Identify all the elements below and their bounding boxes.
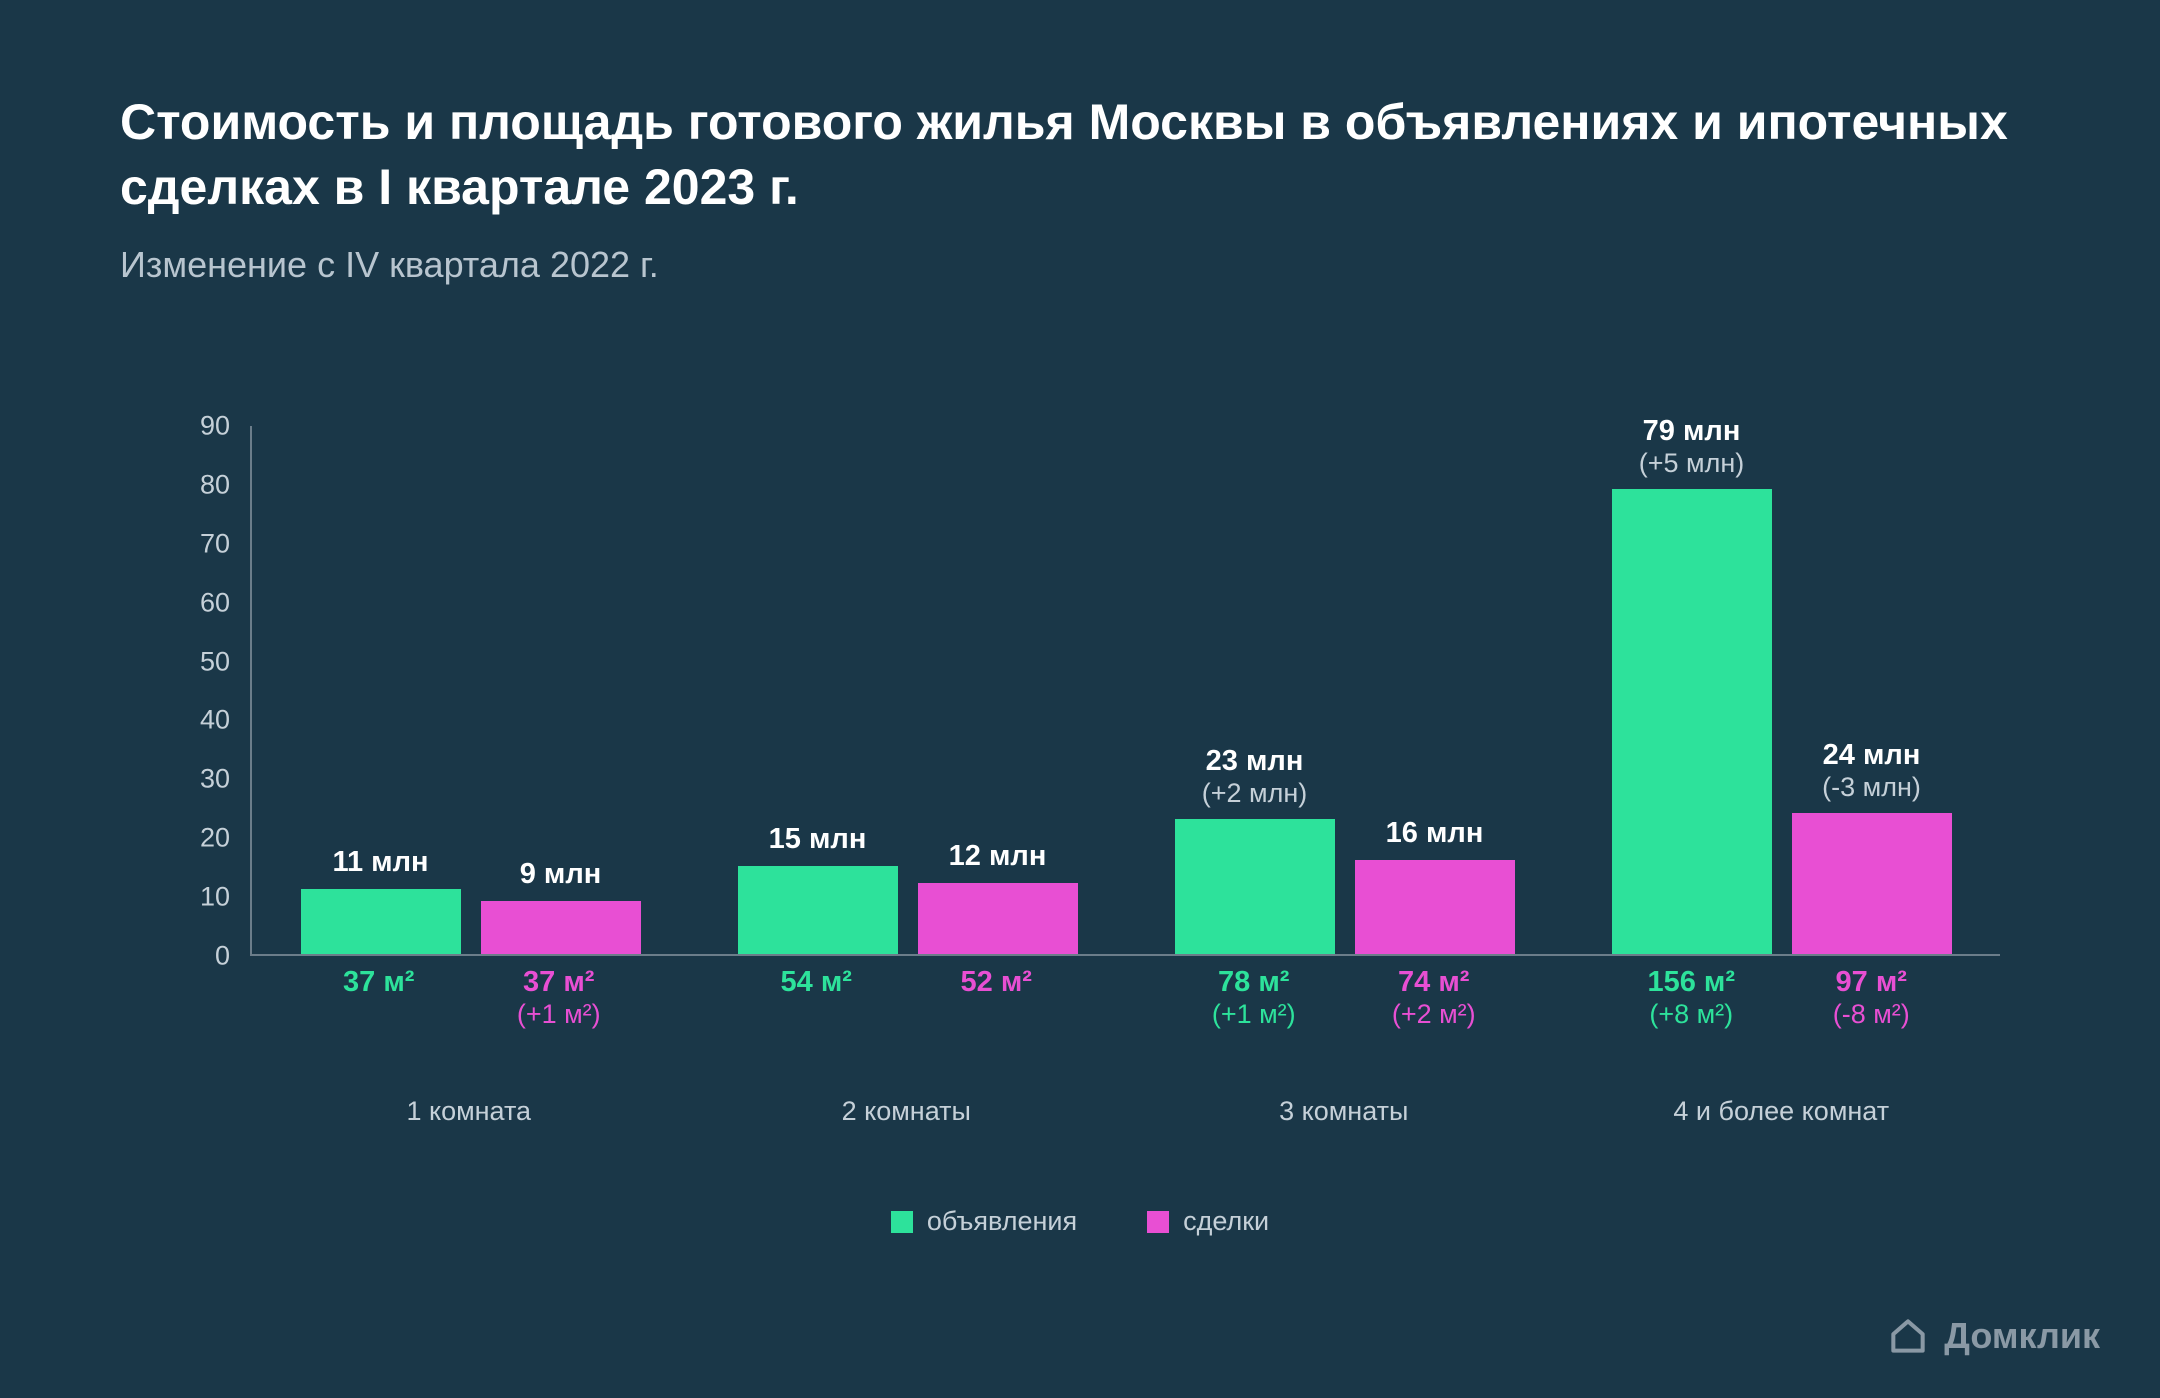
area-label: 78 м²(+1 м²) bbox=[1174, 966, 1334, 1030]
area-label: 156 м²(+8 м²) bbox=[1611, 966, 1771, 1030]
category-label: 4 и более комнат bbox=[1611, 1096, 1951, 1127]
bar-group: 23 млн(+2 млн)16 млн bbox=[1175, 819, 1515, 954]
legend-item: объявления bbox=[891, 1206, 1077, 1237]
bar-value-label: 15 млн bbox=[769, 823, 867, 856]
category-labels-row: 1 комната 2 комнаты 3 комнаты 4 и более ком… bbox=[250, 1096, 2000, 1127]
bar-column: 23 млн(+2 млн) bbox=[1175, 819, 1335, 954]
y-tick: 20 bbox=[200, 823, 230, 854]
bar-value-label: 23 млн(+2 млн) bbox=[1202, 745, 1308, 809]
chart-subtitle: Изменение с IV квартала 2022 г. bbox=[120, 244, 2040, 286]
bar: 9 млн bbox=[481, 901, 641, 954]
bar-value-label: 9 млн bbox=[520, 858, 602, 891]
bar: 16 млн bbox=[1355, 860, 1515, 954]
category-label: 3 комнаты bbox=[1174, 1096, 1514, 1127]
logo-text: Домклик bbox=[1944, 1315, 2100, 1357]
area-label-group: 78 м²(+1 м²) 74 м²(+2 м²) bbox=[1174, 966, 1514, 1030]
y-tick: 60 bbox=[200, 587, 230, 618]
bar-value-label: 12 млн bbox=[949, 840, 1047, 873]
category-label: 1 комната bbox=[299, 1096, 639, 1127]
bar-column: 9 млн bbox=[481, 901, 641, 954]
area-label: 37 м² bbox=[299, 966, 459, 1030]
logo: Домклик bbox=[1886, 1314, 2100, 1358]
y-tick: 0 bbox=[215, 941, 230, 972]
bar-group: 15 млн 12 млн bbox=[738, 866, 1078, 954]
y-tick: 40 bbox=[200, 705, 230, 736]
legend-label: объявления bbox=[927, 1206, 1077, 1237]
bar-value-label: 79 млн(+5 млн) bbox=[1639, 415, 1745, 479]
house-icon bbox=[1886, 1314, 1930, 1358]
area-label: 97 м²(-8 м²) bbox=[1791, 966, 1951, 1030]
bar: 24 млн(-3 млн) bbox=[1792, 813, 1952, 954]
bar: 12 млн bbox=[918, 883, 1078, 954]
legend: объявления сделки bbox=[120, 1206, 2040, 1237]
y-tick: 80 bbox=[200, 469, 230, 500]
bar-column: 79 млн(+5 млн) bbox=[1612, 489, 1772, 954]
area-label: 37 м²(+1 м²) bbox=[479, 966, 639, 1030]
y-axis: 0102030405060708090 bbox=[120, 426, 250, 956]
bar-column: 15 млн bbox=[738, 866, 898, 954]
bar: 79 млн(+5 млн) bbox=[1612, 489, 1772, 954]
area-label: 54 м² bbox=[736, 966, 896, 1030]
bar-value-label: 24 млн(-3 млн) bbox=[1822, 739, 1921, 803]
chart-title: Стоимость и площадь готового жилья Москв… bbox=[120, 90, 2040, 220]
category-label: 2 комнаты bbox=[736, 1096, 1076, 1127]
legend-item: сделки bbox=[1147, 1206, 1269, 1237]
bar: 11 млн bbox=[301, 889, 461, 954]
bar-value-label: 16 млн bbox=[1386, 817, 1484, 850]
area-label-group: 37 м² 37 м²(+1 м²) bbox=[299, 966, 639, 1030]
area-label-group: 54 м² 52 м² bbox=[736, 966, 1076, 1030]
plot-area: 11 млн9 млн15 млн12 млн23 млн(+2 млн)16 … bbox=[250, 426, 2000, 956]
area-label: 74 м²(+2 м²) bbox=[1354, 966, 1514, 1030]
y-tick: 70 bbox=[200, 528, 230, 559]
legend-swatch bbox=[1147, 1211, 1169, 1233]
bar-column: 24 млн(-3 млн) bbox=[1792, 813, 1952, 954]
chart: 0102030405060708090 11 млн9 млн15 млн12 … bbox=[120, 426, 2040, 1206]
bar: 23 млн(+2 млн) bbox=[1175, 819, 1335, 954]
bar: 15 млн bbox=[738, 866, 898, 954]
area-label: 52 м² bbox=[916, 966, 1076, 1030]
bar-group: 79 млн(+5 млн)24 млн(-3 млн) bbox=[1612, 489, 1952, 954]
bar-column: 12 млн bbox=[918, 883, 1078, 954]
bar-column: 11 млн bbox=[301, 889, 461, 954]
bar-value-label: 11 млн bbox=[332, 846, 428, 879]
legend-label: сделки bbox=[1183, 1206, 1269, 1237]
bar-column: 16 млн bbox=[1355, 860, 1515, 954]
bar-group: 11 млн 9 млн bbox=[301, 889, 641, 954]
legend-swatch bbox=[891, 1211, 913, 1233]
y-tick: 90 bbox=[200, 411, 230, 442]
y-tick: 10 bbox=[200, 882, 230, 913]
area-label-group: 156 м²(+8 м²) 97 м²(-8 м²) bbox=[1611, 966, 1951, 1030]
y-tick: 30 bbox=[200, 764, 230, 795]
y-tick: 50 bbox=[200, 646, 230, 677]
area-labels-row: 37 м²37 м²(+1 м²)54 м²52 м²78 м²(+1 м²)7… bbox=[250, 966, 2000, 1030]
